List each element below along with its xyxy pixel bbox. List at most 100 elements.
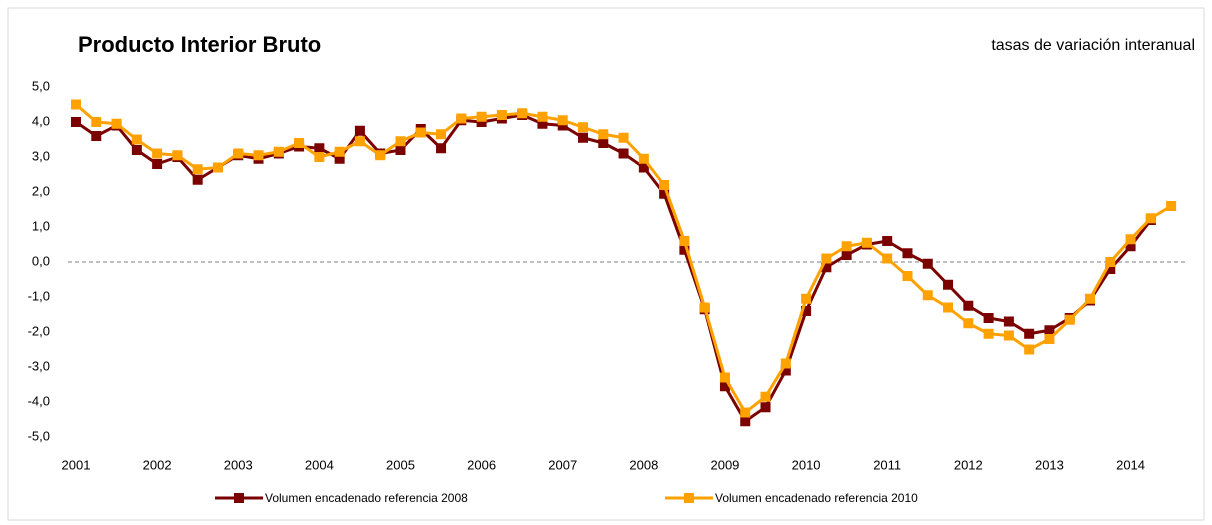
point-marker xyxy=(841,250,852,260)
point-marker xyxy=(1145,213,1156,224)
point-marker xyxy=(436,129,447,140)
x-tick-label: 2002 xyxy=(143,457,172,472)
point-marker xyxy=(1064,314,1075,325)
point-marker xyxy=(294,138,305,148)
point-marker xyxy=(1044,325,1055,336)
chart-title: Producto Interior Bruto xyxy=(78,32,321,57)
y-tick-label: -1,0 xyxy=(28,288,50,303)
point-marker xyxy=(273,146,284,157)
point-marker xyxy=(943,302,954,313)
y-tick-label: -3,0 xyxy=(28,358,50,373)
point-marker xyxy=(1003,316,1014,327)
point-marker xyxy=(131,134,142,145)
x-tick-label: 2011 xyxy=(873,457,901,472)
point-marker xyxy=(1003,330,1014,341)
point-marker xyxy=(395,136,406,147)
x-tick-label: 2013 xyxy=(1035,457,1064,472)
point-marker xyxy=(557,120,568,131)
y-tick-label: 2,0 xyxy=(32,183,50,198)
point-marker xyxy=(922,258,933,269)
legend-label: Volumen encadenado referencia 2010 xyxy=(715,491,918,505)
point-marker xyxy=(780,365,791,376)
point-marker xyxy=(638,162,649,173)
y-tick-label: 4,0 xyxy=(32,113,50,128)
point-marker xyxy=(659,188,670,199)
y-tick-label: 3,0 xyxy=(32,148,50,163)
point-marker xyxy=(1085,293,1095,304)
chart-frame xyxy=(7,7,1205,521)
y-tick-label: 5,0 xyxy=(32,78,50,93)
point-marker xyxy=(1125,234,1136,245)
point-marker xyxy=(192,174,203,185)
point-marker xyxy=(578,132,588,143)
y-tick-label: -4,0 xyxy=(28,393,50,408)
point-marker xyxy=(963,318,974,329)
point-marker xyxy=(740,416,751,427)
x-tick-label: 2001 xyxy=(62,457,91,472)
point-marker xyxy=(578,122,588,133)
point-marker xyxy=(71,99,81,110)
point-marker xyxy=(618,148,629,159)
point-marker xyxy=(699,302,710,313)
point-marker xyxy=(354,136,365,147)
point-marker xyxy=(1044,334,1055,344)
point-marker xyxy=(943,279,954,290)
point-marker xyxy=(659,180,670,190)
point-marker xyxy=(314,152,325,162)
point-marker xyxy=(375,150,386,161)
x-tick-label: 2006 xyxy=(467,457,496,472)
legend-label: Volumen encadenado referencia 2008 xyxy=(265,491,468,505)
point-marker xyxy=(740,407,751,418)
point-marker xyxy=(963,300,974,311)
point-marker xyxy=(821,253,832,264)
point-marker xyxy=(314,143,325,154)
point-marker xyxy=(719,381,730,392)
point-marker xyxy=(1125,241,1136,252)
point-marker xyxy=(983,328,994,339)
point-marker xyxy=(638,153,649,164)
point-marker xyxy=(131,145,142,155)
point-marker xyxy=(882,253,893,264)
point-marker xyxy=(537,111,548,122)
point-marker xyxy=(801,293,812,304)
point-marker xyxy=(780,358,791,369)
point-marker xyxy=(1105,264,1116,274)
x-tick-label: 2005 xyxy=(386,457,415,472)
point-marker xyxy=(192,164,203,175)
point-marker xyxy=(212,162,223,173)
x-tick-label: 2008 xyxy=(629,457,658,472)
point-marker xyxy=(841,241,852,252)
point-marker xyxy=(537,118,548,129)
point-marker xyxy=(861,237,872,248)
point-marker xyxy=(334,146,345,157)
point-marker xyxy=(354,125,365,136)
point-marker xyxy=(1024,344,1035,355)
point-marker xyxy=(760,402,771,413)
point-marker xyxy=(456,113,467,124)
point-marker xyxy=(679,236,690,246)
point-marker xyxy=(801,306,812,316)
point-marker xyxy=(821,262,832,273)
legend-marker xyxy=(234,493,244,503)
chart-subtitle: tasas de variación interanual xyxy=(991,37,1195,54)
point-marker xyxy=(152,148,163,159)
x-tick-label: 2003 xyxy=(224,457,253,472)
point-marker xyxy=(882,236,893,246)
point-marker xyxy=(760,391,771,402)
x-tick-label: 2009 xyxy=(710,457,739,472)
point-marker xyxy=(719,372,730,383)
point-marker xyxy=(598,138,609,148)
point-marker xyxy=(253,150,264,161)
point-marker xyxy=(233,148,244,159)
point-marker xyxy=(91,117,102,127)
point-marker xyxy=(983,313,994,323)
legend-marker xyxy=(684,493,694,503)
point-marker xyxy=(152,159,163,169)
point-marker xyxy=(436,143,447,154)
x-tick-label: 2007 xyxy=(548,457,577,472)
point-marker xyxy=(679,244,690,255)
point-marker xyxy=(91,131,102,141)
point-marker xyxy=(1105,257,1116,267)
point-marker xyxy=(902,271,913,281)
point-marker xyxy=(598,129,609,140)
